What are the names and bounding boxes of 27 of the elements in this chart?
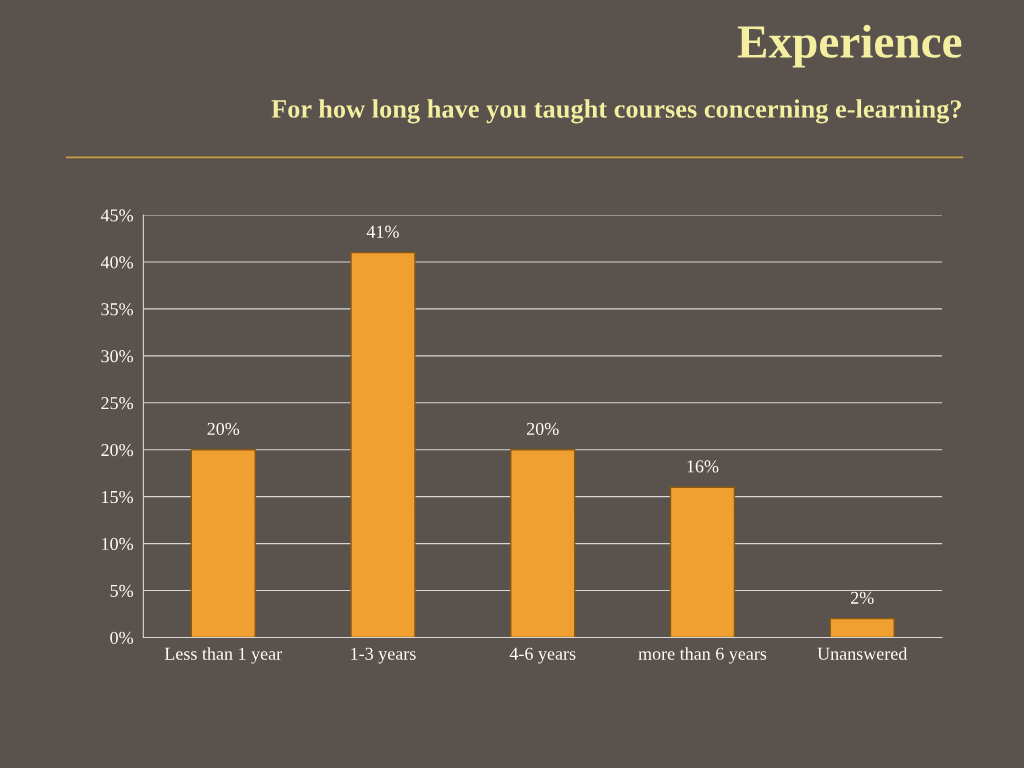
bar xyxy=(350,251,416,638)
bar xyxy=(190,449,256,638)
data-label: 41% xyxy=(366,225,399,238)
x-tick-label: 1-3 years xyxy=(351,647,416,664)
x-tick-label: 4-6 years xyxy=(509,647,576,664)
bar xyxy=(829,617,895,638)
y-tick-label: 0% xyxy=(110,631,134,644)
data-label: 2% xyxy=(850,591,874,604)
y-tick-label: 25% xyxy=(101,397,134,410)
x-tick-label: Less than 1 year xyxy=(164,647,282,664)
chart-title: Experience xyxy=(737,24,962,68)
y-tick-label: 20% xyxy=(101,443,134,457)
bar xyxy=(669,486,736,638)
y-tick-label: 15% xyxy=(102,490,134,504)
y-tick-label: 40% xyxy=(100,256,134,269)
bar xyxy=(510,449,576,638)
y-tick-label: 5% xyxy=(110,584,134,598)
x-tick-label: Unanswered xyxy=(817,647,908,660)
chart-subtitle: For how long have you taught courses concerning e-learning? xyxy=(271,99,961,124)
y-tick-label: 10% xyxy=(102,537,134,551)
y-tick-label: 30% xyxy=(101,350,134,363)
x-tick-label: more than 6 years xyxy=(638,647,767,664)
y-tick-label: 35% xyxy=(101,303,134,316)
data-label: 20% xyxy=(526,422,559,435)
y-tick-label: 45% xyxy=(100,209,134,222)
data-label: 20% xyxy=(207,422,240,435)
data-label: 16% xyxy=(687,460,719,473)
